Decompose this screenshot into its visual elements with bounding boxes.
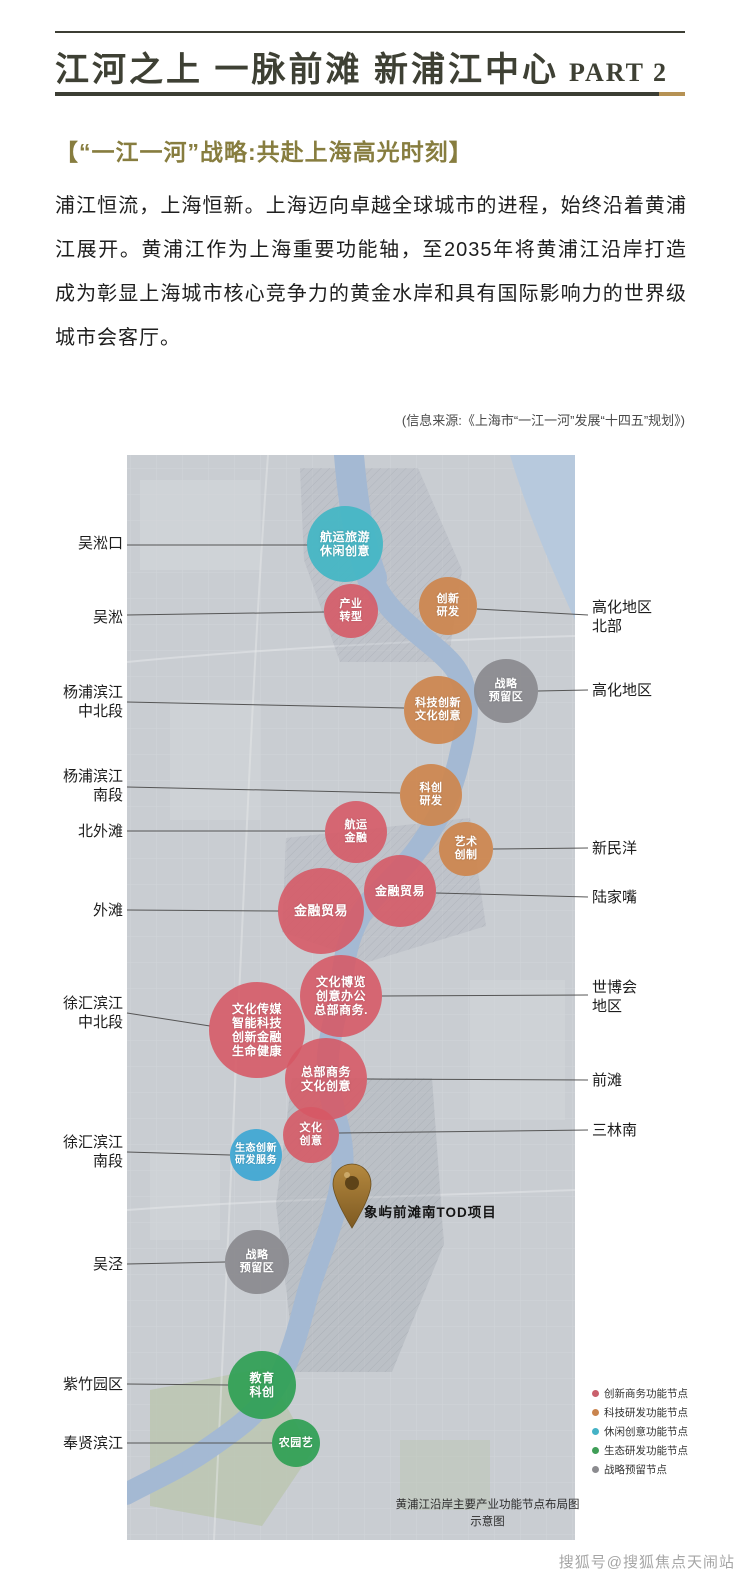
body-paragraph: 浦江恒流，上海恒新。上海迈向卓越全球城市的进程，始终沿着黄浦江展开。黄浦江作为上… xyxy=(55,195,687,349)
map-label-left-2: 杨浦滨江 中北段 xyxy=(62,684,123,720)
header-rule-gold-tip xyxy=(659,92,685,96)
map-caption-line2: 示意图 xyxy=(470,1516,505,1528)
map-node-chuangxin-yanfa: 创新 研发 xyxy=(419,577,477,635)
map-node-wenhua-chuangyi: 文化 创意 xyxy=(283,1107,339,1163)
map-node-wenhua-bolan: 文化博览 创意办公 总部商务. xyxy=(300,955,382,1037)
map-label-left-1: 吴淞 xyxy=(92,608,123,626)
project-pin-label: 象屿前滩南TOD项目 xyxy=(364,1205,497,1220)
map-label-left-8: 吴泾 xyxy=(92,1255,123,1273)
map-node-nong-yuanyi: 农园艺 xyxy=(272,1419,320,1467)
map-node-hangyun-jinrong: 航运 金融 xyxy=(325,801,387,863)
map-label-right-2: 新民洋 xyxy=(592,839,638,857)
legend-dot xyxy=(592,1390,599,1397)
map-label-left-7: 徐汇滨江 南段 xyxy=(62,1134,123,1170)
map-node-zhanlue-yuliu-nan: 战略 预留区 xyxy=(225,1230,289,1294)
watermark: 搜狐号@搜狐焦点天闹站 xyxy=(558,1554,735,1571)
legend-dot xyxy=(592,1466,599,1473)
map-node-keji-chuangxin-wenhua: 科技创新 文化创意 xyxy=(404,676,472,744)
legend-label: 休闲创意功能节点 xyxy=(604,1426,688,1438)
legend-item-4: 战略预留节点 xyxy=(592,1462,688,1477)
source-note: (信息来源:《上海市“一江一河”发展“十四五”规划》) xyxy=(401,413,685,428)
legend-item-0: 创新商务功能节点 xyxy=(592,1386,688,1401)
map-label-right-1: 高化地区 xyxy=(592,681,653,699)
map-label-left-5: 外滩 xyxy=(92,901,123,919)
map-label-left-9: 紫竹园区 xyxy=(62,1375,123,1393)
map-node-kechuang-yanfa: 科创 研发 xyxy=(400,764,462,826)
map-node-zongbu-shangwu: 总部商务 文化创意 xyxy=(285,1038,367,1120)
map-node-jiaoyu-kechuang: 教育 科创 xyxy=(228,1351,296,1419)
page-title: 江河之上 一脉前滩 新浦江中心 xyxy=(55,52,559,89)
legend-label: 战略预留节点 xyxy=(604,1464,667,1476)
page-title-part: PART 2 xyxy=(569,58,668,87)
map-label-left-3: 杨浦滨江 南段 xyxy=(62,768,123,804)
map-figure: 象屿前滩南TOD项目 创新商务功能节点 科技研发功能节点 休闲创意功能节点 生态研发功… xyxy=(0,455,740,1540)
map-label-right-0: 高化地区 北部 xyxy=(592,599,653,635)
legend-label: 创新商务功能节点 xyxy=(604,1388,688,1400)
legend-item-2: 休闲创意功能节点 xyxy=(592,1424,688,1439)
map-caption-line1: 黄浦江沿岸主要产业功能节点布局图 xyxy=(395,1499,580,1511)
header-rule-top xyxy=(55,31,685,33)
map-label-right-4: 世博会 地区 xyxy=(592,979,638,1015)
legend-dot xyxy=(592,1447,599,1454)
legend-label: 科技研发功能节点 xyxy=(604,1407,688,1419)
map-node-jinrong-maoyi-xi: 金融贸易 xyxy=(278,868,364,954)
map-label-right-6: 三林南 xyxy=(592,1121,638,1139)
map-label-left-6: 徐汇滨江 中北段 xyxy=(62,995,123,1031)
map-label-right-5: 前滩 xyxy=(592,1071,623,1089)
map-legend: 创新商务功能节点 科技研发功能节点 休闲创意功能节点 生态研发功能节点 战略预留节点 xyxy=(592,1386,688,1481)
map-node-yishu-chuangzhi: 艺术 创制 xyxy=(439,822,493,876)
map-label-left-0: 吴淞口 xyxy=(77,534,123,552)
map-node-zhanlue-yuliu-bei: 战略 预留区 xyxy=(474,659,538,723)
map-node-chanye-zhuanxing: 产业 转型 xyxy=(324,584,378,638)
legend-label: 生态研发功能节点 xyxy=(604,1445,688,1457)
legend-item-1: 科技研发功能节点 xyxy=(592,1405,688,1420)
map-label-left-10: 奉贤滨江 xyxy=(62,1434,123,1452)
legend-dot xyxy=(592,1428,599,1435)
header-rule-bottom xyxy=(55,92,685,96)
map-node-jinrong-maoyi-dong: 金融贸易 xyxy=(364,855,436,927)
page-header: 江河之上 一脉前滩 新浦江中心 PART 2 xyxy=(55,42,685,91)
legend-dot xyxy=(592,1409,599,1416)
map-caption: 黄浦江沿岸主要产业功能节点布局图 示意图 xyxy=(395,1497,580,1531)
map-label-left-4: 北外滩 xyxy=(77,822,123,840)
location-pin-icon xyxy=(331,1163,373,1229)
sea-area xyxy=(510,455,575,620)
section-subtitle: 【“一江一河”战略:共赴上海高光时刻】 xyxy=(55,139,473,165)
map-node-shengtai-chuangxin: 生态创新 研发服务 xyxy=(230,1129,282,1181)
map-label-right-3: 陆家嘴 xyxy=(592,888,638,906)
legend-item-3: 生态研发功能节点 xyxy=(592,1443,688,1458)
map-node-hangyun-lvyou: 航运旅游 休闲创意 xyxy=(307,506,383,582)
